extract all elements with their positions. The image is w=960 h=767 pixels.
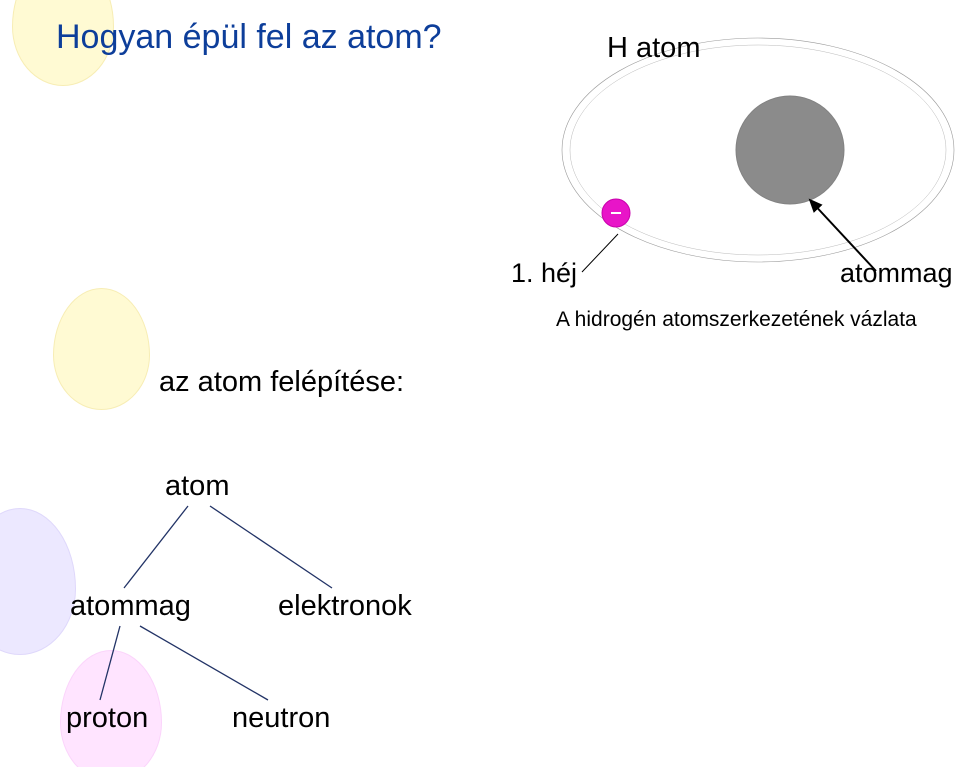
balloon-decoration [0, 508, 76, 655]
slide-stage: { "canvas": { "width": 960, "height": 76… [0, 0, 960, 767]
balloon-decoration [53, 288, 150, 410]
diagram-svg-layer [0, 0, 960, 767]
label-nucleus-right: atommag [840, 258, 953, 289]
tree-node-atom: atom [165, 470, 229, 503]
nucleus-circle [736, 96, 844, 204]
pointer-shell-line [582, 234, 618, 272]
electron-shell-orbit [562, 38, 954, 262]
tree-node-nucleus: atommag [70, 590, 191, 623]
tree-connector-line [124, 506, 188, 588]
slide-title: Hogyan épül fel az atom? [56, 18, 442, 57]
tree-connector-line [210, 506, 332, 588]
label-shell-1: 1. héj [511, 258, 577, 289]
tree-node-proton: proton [66, 702, 148, 735]
tree-node-neutron: neutron [232, 702, 330, 735]
electron-circle [602, 199, 630, 227]
electron-minus-icon [611, 212, 621, 214]
tree-connector-line [140, 626, 268, 700]
diagram-caption: A hidrogén atomszerkezetének vázlata [556, 308, 917, 332]
label-h-atom: H atom [607, 32, 700, 65]
subtitle-atom-structure: az atom felépítése: [159, 366, 404, 399]
tree-node-electrons: elektronok [278, 590, 412, 623]
